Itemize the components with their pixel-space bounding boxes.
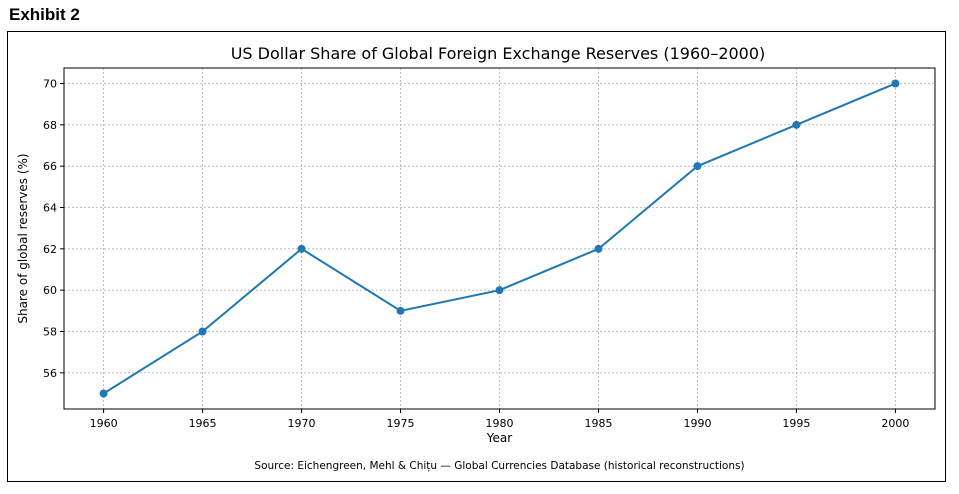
x-axis-label: Year [486, 431, 512, 445]
y-axis-ticks: 56 58 60 62 64 66 68 70 [43, 78, 64, 380]
y-tick-label: 70 [43, 78, 57, 91]
source-note: Source: Eichengreen, Mehl & Chițu — Glob… [254, 460, 744, 472]
x-tick-label: 1975 [387, 417, 415, 430]
x-tick-label: 1990 [683, 417, 711, 430]
figure-frame: US Dollar Share of Global Foreign Exchan… [7, 31, 946, 482]
grid [64, 68, 935, 409]
y-tick-label: 68 [43, 119, 57, 132]
data-point [495, 286, 504, 295]
x-tick-label: 1980 [486, 417, 514, 430]
data-point [297, 244, 306, 253]
plot-area [63, 67, 936, 410]
x-axis-ticks: 1960 1965 1970 1975 1980 1985 1990 1995 2000 [90, 409, 909, 430]
data-point [594, 244, 603, 253]
line-chart: US Dollar Share of Global Foreign Exchan… [16, 44, 936, 472]
y-tick-label: 56 [43, 367, 57, 380]
y-tick-label: 62 [43, 243, 57, 256]
data-point [693, 162, 702, 171]
x-tick-label: 1970 [288, 417, 316, 430]
y-tick-label: 58 [43, 326, 57, 339]
x-tick-label: 1995 [782, 417, 810, 430]
data-point [891, 79, 900, 88]
x-tick-label: 1960 [90, 417, 118, 430]
x-tick-label: 1985 [584, 417, 612, 430]
data-point [198, 327, 207, 336]
y-tick-label: 64 [43, 202, 57, 215]
data-point [792, 120, 801, 129]
y-axis-label: Share of global reserves (%) [16, 153, 30, 323]
x-tick-label: 2000 [881, 417, 909, 430]
chart-title: US Dollar Share of Global Foreign Exchan… [231, 44, 766, 63]
x-tick-label: 1965 [189, 417, 217, 430]
data-series [99, 79, 900, 398]
data-point [396, 306, 405, 315]
y-tick-label: 60 [43, 284, 57, 297]
y-tick-label: 66 [43, 160, 57, 173]
exhibit-label: Exhibit 2 [9, 5, 80, 24]
data-point [99, 389, 108, 398]
